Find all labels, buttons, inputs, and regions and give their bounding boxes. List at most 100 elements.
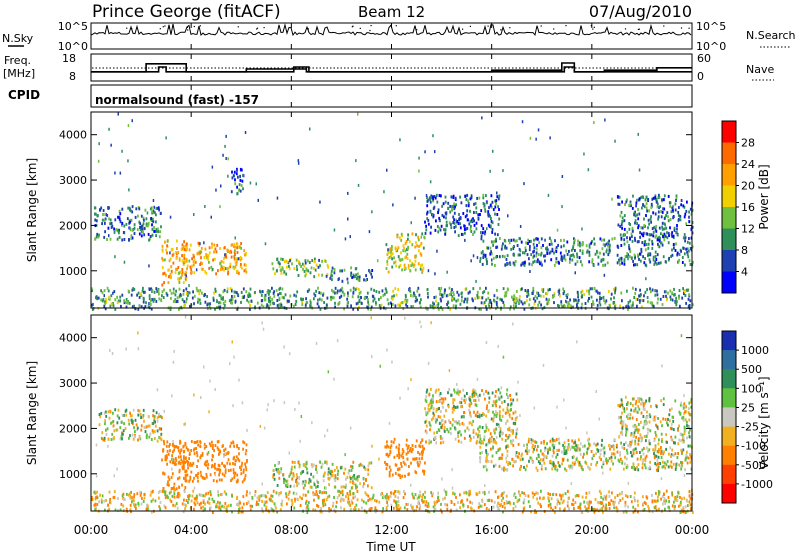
scatter-cell (370, 305, 373, 309)
scatter-cell (632, 465, 635, 469)
scatter-cell (108, 234, 110, 238)
scatter-cell (267, 289, 270, 293)
scatter-cell (682, 448, 685, 452)
scatter-cell (182, 261, 185, 265)
scatter-cell (568, 303, 570, 307)
scatter-cell (643, 463, 646, 467)
scatter-cell (606, 461, 608, 465)
scatter-cell (449, 204, 452, 208)
scatter-cell (688, 418, 691, 422)
scatter-cell (567, 301, 570, 304)
scatter-cell (524, 249, 527, 252)
scatter-cell (651, 246, 654, 250)
scatter-cell (323, 490, 326, 494)
scatter-cell (170, 490, 172, 494)
colorbar-tick-label: 20 (741, 180, 755, 193)
scatter-cell (137, 503, 140, 507)
scatter-cell (460, 415, 463, 419)
scatter-cell (666, 236, 669, 240)
scatter-cell (484, 253, 487, 257)
scatter-cell (683, 233, 686, 237)
scatter-cell (684, 263, 686, 267)
scatter-cell (443, 414, 446, 418)
scatter-cell (472, 435, 475, 439)
scatter-cell (435, 441, 438, 445)
scatter-cell (141, 230, 144, 234)
scatter-cell (649, 217, 652, 221)
scatter-cell (479, 456, 481, 459)
scatter-cell (644, 257, 646, 260)
scatter-cell (121, 431, 123, 435)
scatter-cell (454, 437, 457, 441)
scatter-cell (129, 434, 131, 438)
scatter-cell (514, 460, 516, 464)
scatter-cell (479, 425, 481, 429)
scatter-cell (663, 290, 666, 294)
scatter-cell (206, 295, 208, 298)
scatter-cell (208, 442, 211, 446)
scatter-cell (648, 399, 651, 403)
scatter-cell (339, 289, 341, 293)
scatter-cell (469, 421, 472, 425)
scatter-cell (673, 228, 676, 232)
scatter-cell (617, 195, 619, 199)
scatter-cell (437, 415, 440, 419)
scatter-cell (668, 234, 670, 237)
scatter-cell (208, 251, 211, 255)
scatter-cell (227, 469, 230, 473)
scatter-cell (674, 441, 676, 445)
scatter-cell (478, 429, 481, 433)
scatter-cell (426, 212, 428, 216)
scatter-cell (429, 231, 432, 235)
scatter-cell (645, 435, 648, 438)
scatter-cell (294, 499, 296, 503)
scatter-cell (193, 452, 196, 456)
scatter-cell (114, 171, 116, 175)
scatter-cell (690, 212, 693, 216)
scatter-cell (639, 259, 642, 263)
scatter-cell (349, 480, 352, 484)
scatter-cell (405, 452, 408, 456)
scatter-cell (595, 289, 598, 293)
scatter-cell (242, 502, 245, 506)
scatter-cell (669, 218, 672, 221)
scatter-cell (576, 303, 578, 307)
scatter-cell (155, 229, 158, 233)
scatter-cell (425, 424, 428, 428)
scatter-cell (437, 230, 440, 234)
scatter-cell (468, 222, 471, 226)
scatter-cell (367, 472, 370, 476)
scatter-cell (179, 293, 182, 296)
scatter-cell (474, 399, 477, 403)
scatter-cell (591, 258, 594, 262)
scatter-cell (140, 214, 143, 218)
scatter-cell (620, 258, 623, 262)
scatter-cell (555, 246, 558, 250)
scatter-cell (127, 124, 130, 128)
scatter-cell (340, 294, 343, 298)
scatter-cell (260, 494, 263, 498)
scatter-cell (372, 299, 375, 303)
scatter-cell (357, 307, 359, 311)
scatter-cell (586, 250, 588, 254)
scatter-cell (207, 491, 210, 495)
scatter-cell (436, 249, 438, 253)
scatter-cell (465, 198, 468, 201)
scatter-cell (353, 476, 356, 480)
scatter-cell (657, 417, 659, 420)
scatter-cell (91, 498, 94, 501)
scatter-cell (684, 429, 687, 433)
scatter-cell (201, 452, 204, 456)
scatter-cell (250, 299, 253, 303)
scatter-cell (429, 399, 432, 403)
scatter-cell (163, 472, 166, 476)
scatter-cell (630, 408, 633, 412)
scatter-cell (459, 216, 462, 220)
scatter-cell (554, 439, 557, 443)
scatter-cell (109, 237, 112, 241)
scatter-cell (692, 510, 694, 514)
scatter-cell (496, 305, 499, 309)
scatter-cell (129, 411, 131, 415)
scatter-cell (139, 413, 142, 416)
scatter-cell (537, 253, 540, 256)
